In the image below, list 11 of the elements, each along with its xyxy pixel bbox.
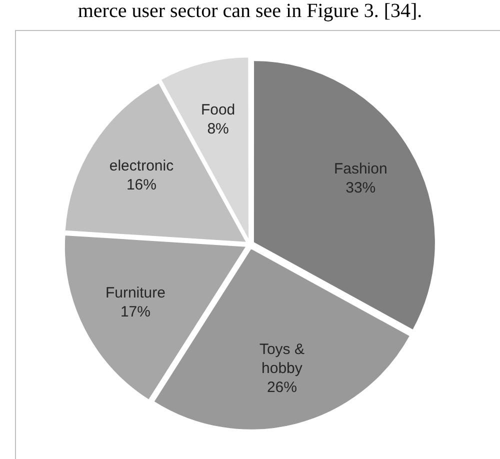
data-label: 33% [346, 180, 376, 197]
slice-label: Furniture [105, 284, 166, 302]
data-label: 16% [126, 176, 156, 194]
slice-label: Toys & hobby [259, 341, 304, 378]
slice-label: Fashion [334, 160, 388, 178]
slice-label: Food [200, 102, 236, 119]
data-label: 17% [120, 303, 150, 320]
data-label: 8% [207, 120, 229, 138]
data-label: 26% [266, 379, 297, 396]
slice-label: electronic [109, 157, 174, 174]
text: merce user sector can see in Figure 3. [34]. [76, 0, 424, 23]
